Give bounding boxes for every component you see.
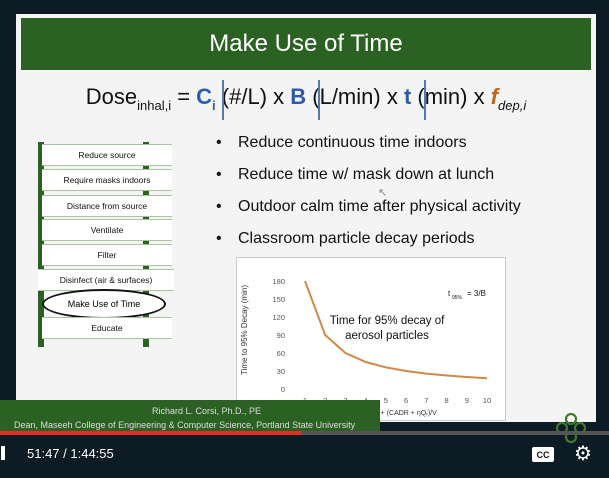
- ladder-rung: Disinfect (air & surfaces): [38, 269, 174, 291]
- ladder-rung: Ventilate: [42, 219, 172, 241]
- gear-icon[interactable]: ⚙: [574, 443, 592, 465]
- bullet-item: • Reduce time w/ mask down at lunch: [216, 166, 495, 183]
- ladder-rung: Filter: [42, 244, 172, 266]
- dose-formula: Doseinhal,i = Ci (#/L) x B (L/min) x t (…: [16, 84, 596, 113]
- chart-annotation-line1: Time for 95% decay of: [330, 315, 445, 327]
- progress-bar[interactable]: [0, 431, 609, 435]
- formula-f: f: [490, 84, 499, 109]
- bullet-item: • Classroom particle decay periods: [216, 230, 475, 247]
- x-tick-label: 6: [404, 396, 408, 405]
- ladder-rail-left: [38, 142, 44, 347]
- ladder-rung: Reduce source: [42, 144, 172, 166]
- decay-chart-svg: Time to 95% Decay (min) B (hr⁻¹) = AER +…: [240, 277, 491, 417]
- slide-footer: Richard L. Corsi, Ph.D., PE Dean, Maseeh…: [0, 400, 380, 434]
- chart-annotation-line2: aerosol particles: [345, 330, 429, 342]
- formula-unit-1: (#/L) x: [215, 84, 291, 109]
- presenter-name: Richard L. Corsi, Ph.D., PE: [152, 406, 262, 416]
- presenter-affiliation: Dean, Maseeh College of Engineering & Co…: [14, 420, 356, 430]
- formula-dose: Dose: [85, 84, 138, 109]
- y-tick-label: 0: [281, 385, 285, 394]
- x-tick-label: 7: [424, 396, 428, 405]
- ladder-rung: Distance from source: [42, 195, 172, 217]
- formula-b: B: [290, 84, 307, 109]
- formula-c: C: [196, 84, 213, 109]
- decay-chart: Time to 95% Decay (min) B (hr⁻¹) = AER +…: [236, 257, 506, 421]
- x-tick-label: 10: [483, 396, 491, 405]
- y-tick-label: 150: [272, 295, 285, 304]
- y-axis-label: Time to 95% Decay (min): [240, 285, 249, 375]
- time-display: 51:47 / 1:44:55: [27, 446, 114, 461]
- bullet-text: Reduce continuous time indoors: [238, 134, 467, 151]
- x-tick-label: 8: [444, 396, 448, 405]
- y-axis-label-text: Time to 95% Decay (min): [240, 285, 249, 375]
- ladder-rung-highlighted: Make Use of Time: [42, 289, 166, 319]
- formula-unit-2: (L/min) x: [306, 84, 404, 109]
- formula-t: t: [403, 84, 412, 109]
- slide: Make Use of Time Doseinhal,i = Ci (#/L) …: [16, 14, 596, 422]
- bullet-text: Classroom particle decay periods: [238, 230, 475, 247]
- play-pause-icon[interactable]: [0, 443, 7, 463]
- t95-prefix: t: [448, 289, 451, 298]
- y-tick-label: 180: [272, 277, 285, 286]
- x-axis-label: B (hr⁻¹) = AER + (CADR + ηQᵣ)/V: [333, 410, 437, 417]
- t95-subscript: 95%: [452, 295, 463, 301]
- cursor-icon: ↖: [378, 187, 388, 199]
- formula-dose-sub: inhal,i: [137, 98, 172, 113]
- y-tick-label: 30: [277, 367, 285, 376]
- arrow-down-icon: [222, 80, 224, 120]
- formula-c-sub: i: [212, 98, 216, 113]
- bullet-text: Reduce time w/ mask down at lunch: [238, 166, 495, 183]
- formula-f-sub: dep,i: [498, 98, 527, 113]
- x-tick-label: 5: [384, 396, 388, 405]
- decay-curve: [304, 280, 488, 380]
- closed-captions-button[interactable]: CC: [532, 447, 554, 462]
- arrow-down-icon: [424, 80, 426, 120]
- ladder-rung: Educate: [42, 317, 172, 339]
- formula-unit-3: (min) x: [411, 84, 491, 109]
- slide-title: Make Use of Time: [21, 18, 591, 70]
- x-tick-label: 9: [465, 396, 469, 405]
- bullet-item: • Reduce continuous time indoors: [216, 134, 467, 151]
- bullet-item: • Outdoor calm time after physical activi…: [216, 198, 521, 215]
- ladder-rung: Require masks indoors: [42, 169, 172, 191]
- bullet-text: Outdoor calm time after physical activit…: [238, 198, 521, 215]
- y-tick-label: 60: [277, 349, 285, 358]
- formula-equals: =: [171, 84, 197, 109]
- progress-bar-fill: [0, 431, 301, 435]
- arrow-down-icon: [318, 80, 320, 120]
- psu-logo-icon: [555, 412, 587, 444]
- y-tick-label: 90: [277, 331, 285, 340]
- y-tick-label: 120: [272, 313, 285, 322]
- t95-note: = 3/B: [467, 289, 486, 298]
